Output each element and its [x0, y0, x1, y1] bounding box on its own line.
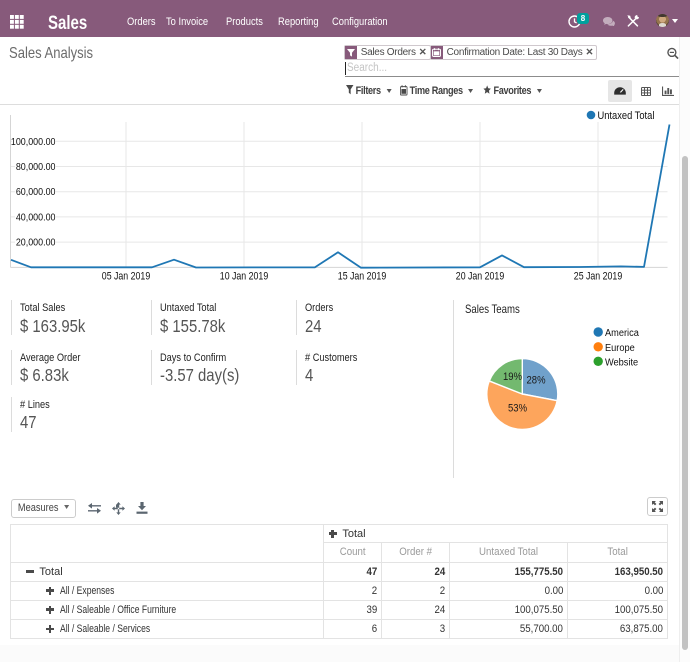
svg-text:60,000.00: 60,000.00 [16, 187, 56, 199]
svg-text:40,000.00: 40,000.00 [16, 212, 56, 224]
svg-text:05 Jan 2019: 05 Jan 2019 [102, 271, 151, 283]
svg-text:20,000.00: 20,000.00 [16, 237, 56, 249]
svg-text:53%: 53% [508, 403, 527, 415]
svg-text:America: America [605, 328, 639, 340]
svg-text:Untaxed Total: Untaxed Total [598, 110, 655, 122]
svg-text:10 Jan 2019: 10 Jan 2019 [220, 271, 269, 283]
svg-text:20 Jan 2019: 20 Jan 2019 [456, 271, 505, 283]
svg-text:15 Jan 2019: 15 Jan 2019 [338, 271, 387, 283]
svg-text:100,000.00: 100,000.00 [11, 136, 56, 148]
svg-text:80,000.00: 80,000.00 [16, 161, 56, 173]
svg-text:Website: Website [605, 357, 639, 369]
svg-text:19%: 19% [503, 372, 522, 384]
svg-text:28%: 28% [527, 375, 546, 387]
svg-text:25 Jan 2019: 25 Jan 2019 [574, 271, 623, 283]
svg-text:Europe: Europe [605, 342, 635, 354]
